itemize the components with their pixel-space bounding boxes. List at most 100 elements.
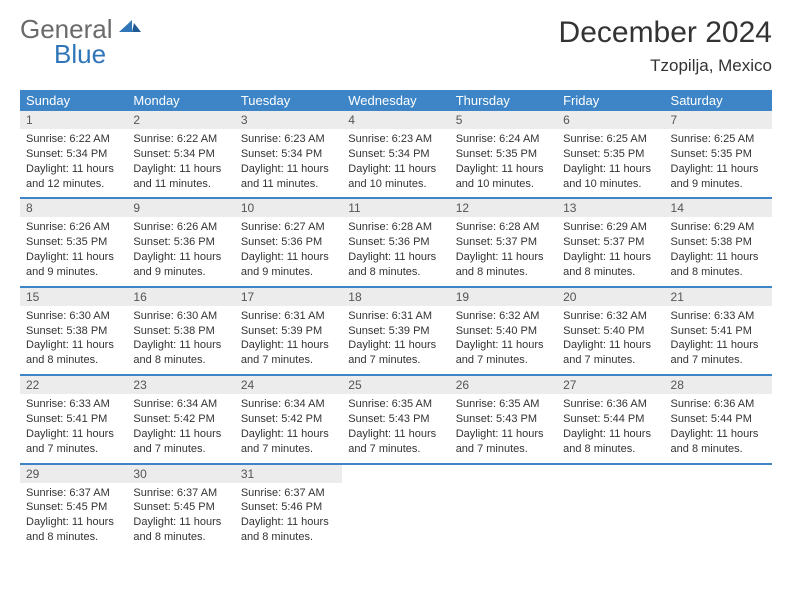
day-info: Sunrise: 6:31 AMSunset: 5:39 PMDaylight:… bbox=[342, 306, 449, 374]
day-info: Sunrise: 6:28 AMSunset: 5:37 PMDaylight:… bbox=[450, 217, 557, 285]
day-number: 13 bbox=[557, 199, 664, 217]
day-number: 5 bbox=[450, 111, 557, 129]
calendar-cell: 15Sunrise: 6:30 AMSunset: 5:38 PMDayligh… bbox=[20, 287, 127, 375]
day-number: 30 bbox=[127, 465, 234, 483]
day-info: Sunrise: 6:37 AMSunset: 5:46 PMDaylight:… bbox=[235, 483, 342, 551]
day-info: Sunrise: 6:32 AMSunset: 5:40 PMDaylight:… bbox=[450, 306, 557, 374]
calendar-cell: 21Sunrise: 6:33 AMSunset: 5:41 PMDayligh… bbox=[665, 287, 772, 375]
day-info: Sunrise: 6:30 AMSunset: 5:38 PMDaylight:… bbox=[127, 306, 234, 374]
day-info: Sunrise: 6:26 AMSunset: 5:35 PMDaylight:… bbox=[20, 217, 127, 285]
day-info: Sunrise: 6:27 AMSunset: 5:36 PMDaylight:… bbox=[235, 217, 342, 285]
day-number: 19 bbox=[450, 288, 557, 306]
calendar-cell: 11Sunrise: 6:28 AMSunset: 5:36 PMDayligh… bbox=[342, 198, 449, 286]
day-number: 4 bbox=[342, 111, 449, 129]
day-info: Sunrise: 6:22 AMSunset: 5:34 PMDaylight:… bbox=[20, 129, 127, 197]
day-info: Sunrise: 6:34 AMSunset: 5:42 PMDaylight:… bbox=[235, 394, 342, 462]
calendar-cell: 23Sunrise: 6:34 AMSunset: 5:42 PMDayligh… bbox=[127, 375, 234, 463]
day-number: 18 bbox=[342, 288, 449, 306]
day-number: 27 bbox=[557, 376, 664, 394]
calendar-row: 22Sunrise: 6:33 AMSunset: 5:41 PMDayligh… bbox=[20, 375, 772, 463]
day-number: 21 bbox=[665, 288, 772, 306]
day-number: 17 bbox=[235, 288, 342, 306]
day-info: Sunrise: 6:25 AMSunset: 5:35 PMDaylight:… bbox=[665, 129, 772, 197]
day-info: Sunrise: 6:33 AMSunset: 5:41 PMDaylight:… bbox=[665, 306, 772, 374]
calendar-cell: 20Sunrise: 6:32 AMSunset: 5:40 PMDayligh… bbox=[557, 287, 664, 375]
calendar-cell: 7Sunrise: 6:25 AMSunset: 5:35 PMDaylight… bbox=[665, 111, 772, 198]
calendar-cell: 3Sunrise: 6:23 AMSunset: 5:34 PMDaylight… bbox=[235, 111, 342, 198]
calendar-row: 8Sunrise: 6:26 AMSunset: 5:35 PMDaylight… bbox=[20, 198, 772, 286]
day-number: 25 bbox=[342, 376, 449, 394]
day-number: 28 bbox=[665, 376, 772, 394]
day-info: Sunrise: 6:22 AMSunset: 5:34 PMDaylight:… bbox=[127, 129, 234, 197]
calendar-cell: 28Sunrise: 6:36 AMSunset: 5:44 PMDayligh… bbox=[665, 375, 772, 463]
day-number: 16 bbox=[127, 288, 234, 306]
day-header: Friday bbox=[557, 90, 664, 111]
day-number: 31 bbox=[235, 465, 342, 483]
month-title: December 2024 bbox=[559, 16, 772, 50]
day-header: Wednesday bbox=[342, 90, 449, 111]
day-info: Sunrise: 6:37 AMSunset: 5:45 PMDaylight:… bbox=[127, 483, 234, 551]
title-block: December 2024 Tzopilja, Mexico bbox=[559, 16, 772, 76]
calendar-body: 1Sunrise: 6:22 AMSunset: 5:34 PMDaylight… bbox=[20, 111, 772, 551]
day-info: Sunrise: 6:30 AMSunset: 5:38 PMDaylight:… bbox=[20, 306, 127, 374]
day-info: Sunrise: 6:36 AMSunset: 5:44 PMDaylight:… bbox=[557, 394, 664, 462]
calendar-cell: 12Sunrise: 6:28 AMSunset: 5:37 PMDayligh… bbox=[450, 198, 557, 286]
logo: General Blue bbox=[20, 16, 141, 67]
day-number: 15 bbox=[20, 288, 127, 306]
day-number: 7 bbox=[665, 111, 772, 129]
day-info: Sunrise: 6:29 AMSunset: 5:37 PMDaylight:… bbox=[557, 217, 664, 285]
calendar-cell: 9Sunrise: 6:26 AMSunset: 5:36 PMDaylight… bbox=[127, 198, 234, 286]
calendar-cell: 13Sunrise: 6:29 AMSunset: 5:37 PMDayligh… bbox=[557, 198, 664, 286]
calendar-cell: 1Sunrise: 6:22 AMSunset: 5:34 PMDaylight… bbox=[20, 111, 127, 198]
calendar-cell: 25Sunrise: 6:35 AMSunset: 5:43 PMDayligh… bbox=[342, 375, 449, 463]
calendar-cell: . bbox=[450, 464, 557, 551]
calendar-cell: 24Sunrise: 6:34 AMSunset: 5:42 PMDayligh… bbox=[235, 375, 342, 463]
calendar-cell: 29Sunrise: 6:37 AMSunset: 5:45 PMDayligh… bbox=[20, 464, 127, 551]
day-number: 10 bbox=[235, 199, 342, 217]
day-number: 29 bbox=[20, 465, 127, 483]
calendar-cell: 2Sunrise: 6:22 AMSunset: 5:34 PMDaylight… bbox=[127, 111, 234, 198]
day-header: Saturday bbox=[665, 90, 772, 111]
location: Tzopilja, Mexico bbox=[559, 56, 772, 76]
calendar-cell: 27Sunrise: 6:36 AMSunset: 5:44 PMDayligh… bbox=[557, 375, 664, 463]
calendar-table: SundayMondayTuesdayWednesdayThursdayFrid… bbox=[20, 90, 772, 551]
calendar-cell: 22Sunrise: 6:33 AMSunset: 5:41 PMDayligh… bbox=[20, 375, 127, 463]
day-info: Sunrise: 6:34 AMSunset: 5:42 PMDaylight:… bbox=[127, 394, 234, 462]
day-info: Sunrise: 6:23 AMSunset: 5:34 PMDaylight:… bbox=[235, 129, 342, 197]
day-info: Sunrise: 6:23 AMSunset: 5:34 PMDaylight:… bbox=[342, 129, 449, 197]
day-number: 9 bbox=[127, 199, 234, 217]
calendar-row: 15Sunrise: 6:30 AMSunset: 5:38 PMDayligh… bbox=[20, 287, 772, 375]
calendar-cell: 10Sunrise: 6:27 AMSunset: 5:36 PMDayligh… bbox=[235, 198, 342, 286]
day-info: Sunrise: 6:36 AMSunset: 5:44 PMDaylight:… bbox=[665, 394, 772, 462]
day-info: Sunrise: 6:32 AMSunset: 5:40 PMDaylight:… bbox=[557, 306, 664, 374]
day-info: Sunrise: 6:35 AMSunset: 5:43 PMDaylight:… bbox=[342, 394, 449, 462]
calendar-cell: 5Sunrise: 6:24 AMSunset: 5:35 PMDaylight… bbox=[450, 111, 557, 198]
day-number: 11 bbox=[342, 199, 449, 217]
day-info: Sunrise: 6:37 AMSunset: 5:45 PMDaylight:… bbox=[20, 483, 127, 551]
calendar-cell: 6Sunrise: 6:25 AMSunset: 5:35 PMDaylight… bbox=[557, 111, 664, 198]
logo-text-blue: Blue bbox=[54, 41, 141, 67]
day-number: 22 bbox=[20, 376, 127, 394]
day-number: 23 bbox=[127, 376, 234, 394]
calendar-cell: 8Sunrise: 6:26 AMSunset: 5:35 PMDaylight… bbox=[20, 198, 127, 286]
day-info: Sunrise: 6:35 AMSunset: 5:43 PMDaylight:… bbox=[450, 394, 557, 462]
day-header: Sunday bbox=[20, 90, 127, 111]
day-number: 12 bbox=[450, 199, 557, 217]
calendar-cell: 14Sunrise: 6:29 AMSunset: 5:38 PMDayligh… bbox=[665, 198, 772, 286]
header: General Blue December 2024 Tzopilja, Mex… bbox=[20, 16, 772, 76]
day-info: Sunrise: 6:29 AMSunset: 5:38 PMDaylight:… bbox=[665, 217, 772, 285]
day-header: Tuesday bbox=[235, 90, 342, 111]
calendar-cell: 17Sunrise: 6:31 AMSunset: 5:39 PMDayligh… bbox=[235, 287, 342, 375]
day-info: Sunrise: 6:33 AMSunset: 5:41 PMDaylight:… bbox=[20, 394, 127, 462]
calendar-cell: 31Sunrise: 6:37 AMSunset: 5:46 PMDayligh… bbox=[235, 464, 342, 551]
day-header: Thursday bbox=[450, 90, 557, 111]
calendar-row: 1Sunrise: 6:22 AMSunset: 5:34 PMDaylight… bbox=[20, 111, 772, 198]
calendar-row: 29Sunrise: 6:37 AMSunset: 5:45 PMDayligh… bbox=[20, 464, 772, 551]
calendar-cell: . bbox=[342, 464, 449, 551]
day-number: 2 bbox=[127, 111, 234, 129]
day-number: 14 bbox=[665, 199, 772, 217]
calendar-cell: . bbox=[557, 464, 664, 551]
day-number: 8 bbox=[20, 199, 127, 217]
day-number: 3 bbox=[235, 111, 342, 129]
day-info: Sunrise: 6:31 AMSunset: 5:39 PMDaylight:… bbox=[235, 306, 342, 374]
